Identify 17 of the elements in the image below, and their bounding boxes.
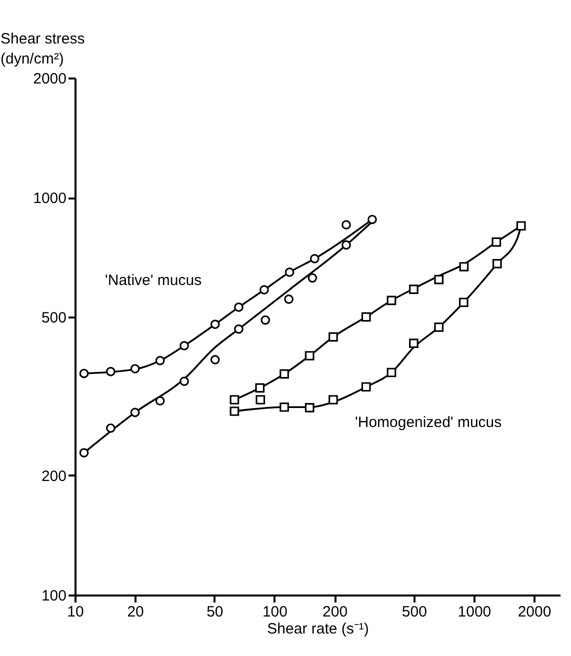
annotation: 'Homogenized' mucus [355,414,502,431]
x-tick-label: 1000 [458,604,492,620]
annotation: 'Native' mucus [105,272,202,289]
x-tick-label: 50 [206,604,224,620]
y-tick-label: 100 [41,588,66,604]
x-tick-label: 200 [322,604,348,620]
x-tick-label: 10 [67,604,84,620]
y-tick-label: 200 [41,468,66,485]
x-tick-label: 100 [262,604,288,620]
x-tick-label: 500 [402,604,427,620]
y-tick-label: 500 [41,310,66,327]
x-axis-title: Shear rate (s⁻¹) [267,620,369,638]
x-tick-label: 2000 [518,604,552,620]
y-tick-label: 2000 [33,70,66,88]
y-axis-title: Shear stress (dyn/cm²) [0,30,85,68]
x-tick-label: 20 [127,604,144,620]
y-tick-label: 1000 [33,190,66,208]
